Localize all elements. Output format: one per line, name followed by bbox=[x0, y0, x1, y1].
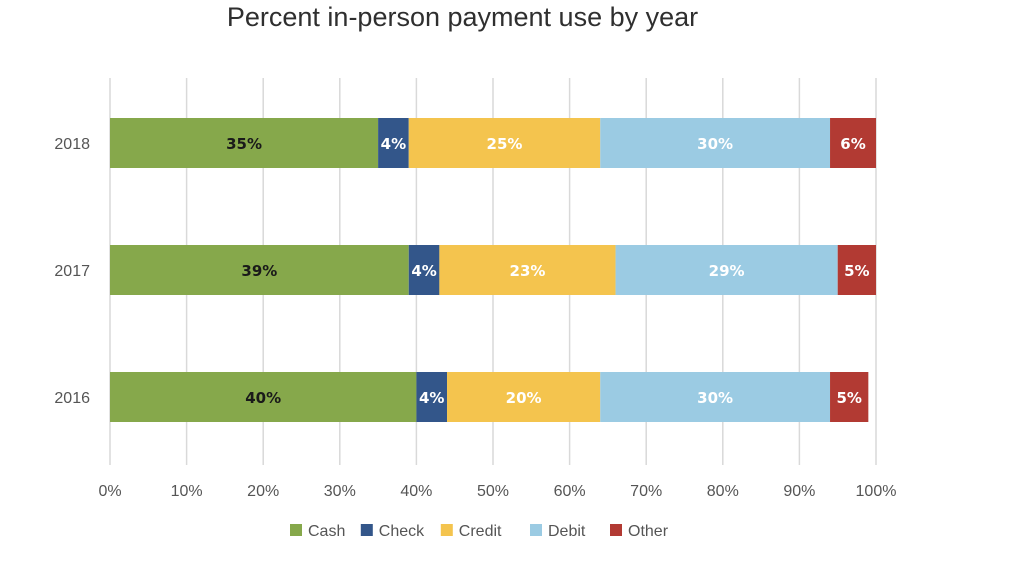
bar-credit-2016 bbox=[447, 372, 601, 422]
x-tick-label: 70% bbox=[630, 483, 662, 500]
bar-other-2017 bbox=[837, 245, 876, 295]
data-label-credit-2018: 25% bbox=[487, 135, 523, 153]
bar-check-2017 bbox=[408, 245, 440, 295]
data-label-other-2016: 5% bbox=[836, 389, 861, 407]
data-label-debit-2017: 29% bbox=[709, 262, 745, 280]
legend-label-debit: Debit bbox=[548, 523, 586, 540]
bar-other-2018 bbox=[830, 118, 876, 168]
x-tick-label: 60% bbox=[554, 483, 586, 500]
x-tick-label: 10% bbox=[171, 483, 203, 500]
data-label-check-2018: 4% bbox=[381, 135, 406, 153]
legend-label-check: Check bbox=[379, 523, 425, 540]
data-label-check-2017: 4% bbox=[411, 262, 436, 280]
legend-swatch-credit bbox=[440, 524, 453, 536]
data-label-other-2018: 6% bbox=[840, 135, 865, 153]
data-label-other-2017: 5% bbox=[844, 262, 869, 280]
x-tick-label: 0% bbox=[98, 483, 121, 500]
bar-check-2018 bbox=[378, 118, 409, 168]
x-axis-tick-labels: 0% 10% 20% 30% 40% 50% 60% 70% 80% 90% 100% bbox=[98, 483, 896, 500]
x-tick-label: 30% bbox=[324, 483, 356, 500]
bar-credit-2017 bbox=[439, 245, 616, 295]
x-tick-label: 40% bbox=[400, 483, 432, 500]
bar-check-2016 bbox=[416, 372, 448, 422]
x-tick-label: 50% bbox=[477, 483, 509, 500]
bar-debit-2016 bbox=[600, 372, 831, 422]
legend-label-credit: Credit bbox=[459, 523, 502, 540]
bars: 35% 4% 25% 30% 6% 39% 4% 23% 29% 5% 40% 4% 20% 30% 5% bbox=[110, 118, 876, 422]
y-category-label: 2016 bbox=[54, 390, 90, 407]
data-label-cash-2018: 35% bbox=[226, 135, 262, 153]
data-label-cash-2016: 40% bbox=[245, 389, 281, 407]
legend-swatch-debit bbox=[530, 524, 542, 536]
bar-other-2016 bbox=[830, 372, 869, 422]
x-tick-label: 20% bbox=[247, 483, 279, 500]
data-label-cash-2017: 39% bbox=[241, 262, 277, 280]
bar-cash-2018 bbox=[110, 118, 379, 168]
legend-swatch-cash bbox=[290, 524, 302, 536]
legend-label-cash: Cash bbox=[308, 523, 345, 540]
chart-title: Percent in-person payment use by year bbox=[226, 2, 699, 32]
data-label-credit-2017: 23% bbox=[510, 262, 546, 280]
x-tick-label: 90% bbox=[783, 483, 815, 500]
y-category-label: 2017 bbox=[54, 263, 90, 280]
bar-debit-2018 bbox=[600, 118, 831, 168]
data-label-debit-2016: 30% bbox=[697, 389, 733, 407]
legend: Cash Check Credit Debit Other bbox=[290, 523, 669, 540]
x-tick-label: 80% bbox=[707, 483, 739, 500]
bar-debit-2017 bbox=[615, 245, 838, 295]
bar-cash-2016 bbox=[110, 372, 417, 422]
x-tick-label: 100% bbox=[856, 483, 897, 500]
y-category-label: 2018 bbox=[54, 136, 90, 153]
legend-swatch-check bbox=[360, 524, 373, 536]
bar-cash-2017 bbox=[110, 245, 409, 295]
data-label-credit-2016: 20% bbox=[506, 389, 542, 407]
legend-label-other: Other bbox=[628, 523, 669, 540]
legend-swatch-other bbox=[610, 524, 622, 536]
bar-credit-2018 bbox=[408, 118, 601, 168]
data-label-check-2016: 4% bbox=[419, 389, 444, 407]
data-label-debit-2018: 30% bbox=[697, 135, 733, 153]
